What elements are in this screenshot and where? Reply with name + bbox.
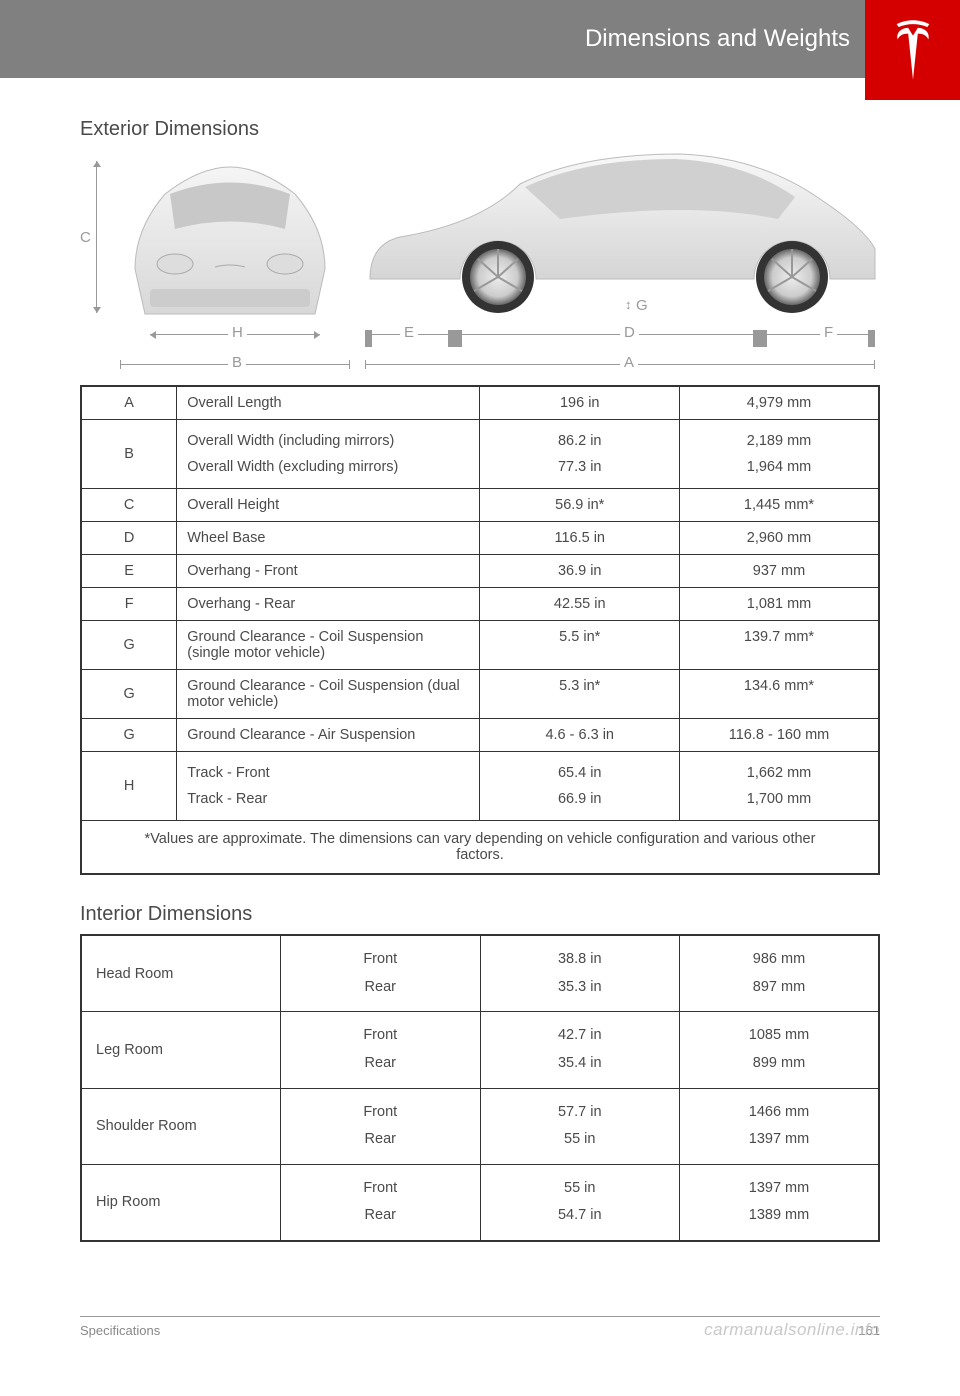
diagram-label-d: D [620, 324, 639, 341]
table-row: D Wheel Base 116.5 in 2,960 mm [81, 522, 879, 555]
dimension-diagram: C ↕ G [80, 149, 880, 379]
table-row: B Overall Width (including mirrors)Overa… [81, 420, 879, 489]
car-front-illustration [120, 159, 340, 319]
table-row: F Overhang - Rear 42.55 in 1,081 mm [81, 588, 879, 621]
diagram-label-e: E [400, 324, 418, 341]
diagram-label-c: C [80, 229, 91, 246]
table-row: G Ground Clearance - Air Suspension 4.6 … [81, 719, 879, 752]
car-side-illustration [360, 149, 880, 314]
diagram-label-h: H [228, 324, 247, 341]
diagram-label-b: B [228, 354, 246, 371]
table-row: C Overall Height 56.9 in* 1,445 mm* [81, 489, 879, 522]
footer-section: Specifications [80, 1323, 160, 1338]
table-row: A Overall Length 196 in 4,979 mm [81, 386, 879, 420]
diagram-label-a: A [620, 354, 638, 371]
diagram-label-f: F [820, 324, 837, 341]
page-content: Exterior Dimensions C [0, 78, 960, 1242]
tesla-logo-icon [889, 20, 937, 80]
table-row: Head Room FrontRear 38.8 in35.3 in 986 m… [81, 935, 879, 1012]
diagram-label-g: G [636, 297, 648, 314]
page-header: Dimensions and Weights [0, 0, 960, 78]
tesla-logo [865, 0, 960, 100]
table-footnote: *Values are approximate. The dimensions … [81, 821, 879, 875]
table-row: Leg Room FrontRear 42.7 in35.4 in 1085 m… [81, 1012, 879, 1088]
interior-title: Interior Dimensions [80, 903, 880, 926]
table-row: Hip Room FrontRear 55 in54.7 in 1397 mm1… [81, 1164, 879, 1241]
table-row: G Ground Clearance - Coil Suspension (du… [81, 670, 879, 719]
exterior-title: Exterior Dimensions [80, 118, 880, 141]
exterior-dimensions-table: A Overall Length 196 in 4,979 mm B Overa… [80, 385, 880, 875]
interior-dimensions-table: Head Room FrontRear 38.8 in35.3 in 986 m… [80, 934, 880, 1241]
watermark: carmanualsonline.info [704, 1320, 880, 1340]
table-row: H Track - FrontTrack - Rear 65.4 in66.9 … [81, 752, 879, 821]
page-title: Dimensions and Weights [585, 25, 850, 53]
table-row: Shoulder Room FrontRear 57.7 in55 in 146… [81, 1088, 879, 1164]
table-row: G Ground Clearance - Coil Suspension (si… [81, 621, 879, 670]
table-row: E Overhang - Front 36.9 in 937 mm [81, 555, 879, 588]
